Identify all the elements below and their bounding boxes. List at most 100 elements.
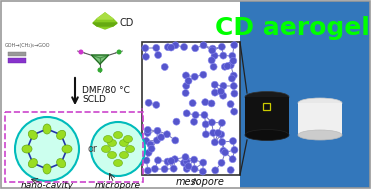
Circle shape bbox=[181, 43, 188, 50]
Ellipse shape bbox=[298, 98, 342, 108]
Circle shape bbox=[143, 137, 150, 144]
Circle shape bbox=[144, 167, 151, 174]
Ellipse shape bbox=[108, 152, 116, 159]
Circle shape bbox=[200, 71, 207, 78]
Bar bbox=[240, 1, 370, 188]
Circle shape bbox=[230, 57, 237, 64]
Ellipse shape bbox=[245, 129, 289, 140]
Circle shape bbox=[211, 81, 218, 88]
Text: micropore: micropore bbox=[95, 180, 141, 189]
Circle shape bbox=[142, 45, 149, 52]
Circle shape bbox=[182, 90, 189, 97]
Circle shape bbox=[151, 165, 158, 172]
Circle shape bbox=[219, 43, 225, 50]
Circle shape bbox=[208, 100, 215, 107]
Ellipse shape bbox=[114, 160, 122, 167]
Bar bbox=[8, 52, 26, 56]
Ellipse shape bbox=[62, 145, 72, 153]
Circle shape bbox=[224, 63, 231, 70]
Circle shape bbox=[185, 163, 192, 170]
Circle shape bbox=[183, 72, 190, 79]
Circle shape bbox=[230, 83, 237, 90]
Text: mesopore: mesopore bbox=[175, 177, 224, 187]
Circle shape bbox=[78, 50, 83, 54]
Circle shape bbox=[161, 166, 168, 173]
Circle shape bbox=[202, 121, 209, 128]
Circle shape bbox=[208, 57, 215, 64]
Ellipse shape bbox=[28, 159, 37, 168]
Ellipse shape bbox=[22, 145, 32, 153]
Circle shape bbox=[145, 99, 152, 106]
Circle shape bbox=[189, 100, 196, 107]
Circle shape bbox=[158, 134, 165, 141]
Circle shape bbox=[191, 166, 198, 173]
Circle shape bbox=[155, 52, 162, 59]
Circle shape bbox=[209, 45, 216, 52]
Text: GOH→(CH₂)₆→GOO: GOH→(CH₂)₆→GOO bbox=[5, 43, 50, 47]
Ellipse shape bbox=[245, 91, 289, 102]
Ellipse shape bbox=[57, 130, 66, 139]
Circle shape bbox=[180, 159, 187, 166]
Circle shape bbox=[199, 168, 206, 175]
Circle shape bbox=[192, 112, 199, 119]
Bar bbox=[8, 58, 26, 63]
Circle shape bbox=[173, 118, 180, 125]
Circle shape bbox=[209, 47, 216, 54]
Text: DMF/80 °C: DMF/80 °C bbox=[82, 85, 130, 94]
Circle shape bbox=[168, 44, 175, 51]
Polygon shape bbox=[97, 13, 113, 19]
Circle shape bbox=[185, 77, 192, 84]
Circle shape bbox=[154, 157, 161, 164]
Polygon shape bbox=[91, 55, 109, 64]
Circle shape bbox=[231, 90, 238, 97]
Circle shape bbox=[183, 165, 190, 172]
Circle shape bbox=[91, 122, 145, 176]
Ellipse shape bbox=[114, 132, 122, 139]
Circle shape bbox=[161, 64, 168, 70]
Circle shape bbox=[153, 101, 160, 108]
Circle shape bbox=[218, 131, 225, 138]
Bar bbox=[263, 103, 270, 110]
Circle shape bbox=[172, 42, 179, 49]
Circle shape bbox=[230, 138, 237, 145]
Circle shape bbox=[227, 167, 234, 174]
Circle shape bbox=[201, 112, 208, 119]
Circle shape bbox=[202, 99, 209, 106]
Bar bbox=[298, 103, 342, 135]
Circle shape bbox=[182, 154, 189, 161]
Bar bbox=[245, 97, 289, 135]
Text: CD: CD bbox=[119, 18, 134, 28]
Ellipse shape bbox=[298, 130, 342, 140]
Circle shape bbox=[191, 118, 197, 125]
Circle shape bbox=[231, 108, 238, 115]
Polygon shape bbox=[93, 13, 117, 29]
Circle shape bbox=[183, 110, 190, 117]
Circle shape bbox=[200, 42, 207, 49]
Circle shape bbox=[211, 52, 218, 59]
Circle shape bbox=[210, 129, 217, 136]
Text: SCLD: SCLD bbox=[82, 95, 106, 105]
Circle shape bbox=[98, 67, 102, 73]
Circle shape bbox=[210, 63, 217, 70]
Circle shape bbox=[154, 127, 161, 134]
Circle shape bbox=[212, 167, 219, 174]
Ellipse shape bbox=[43, 164, 51, 174]
Circle shape bbox=[170, 165, 177, 172]
Circle shape bbox=[220, 92, 227, 99]
Circle shape bbox=[144, 129, 151, 136]
Circle shape bbox=[192, 45, 199, 52]
Circle shape bbox=[144, 126, 151, 133]
Circle shape bbox=[143, 157, 150, 164]
Circle shape bbox=[164, 131, 171, 138]
Circle shape bbox=[214, 129, 221, 136]
Ellipse shape bbox=[28, 130, 37, 139]
Circle shape bbox=[191, 156, 198, 163]
Circle shape bbox=[220, 52, 227, 59]
Ellipse shape bbox=[108, 139, 116, 146]
Circle shape bbox=[15, 117, 79, 181]
Circle shape bbox=[183, 158, 190, 165]
Circle shape bbox=[183, 82, 190, 89]
Ellipse shape bbox=[43, 124, 51, 134]
Circle shape bbox=[230, 72, 237, 79]
Circle shape bbox=[200, 159, 207, 166]
